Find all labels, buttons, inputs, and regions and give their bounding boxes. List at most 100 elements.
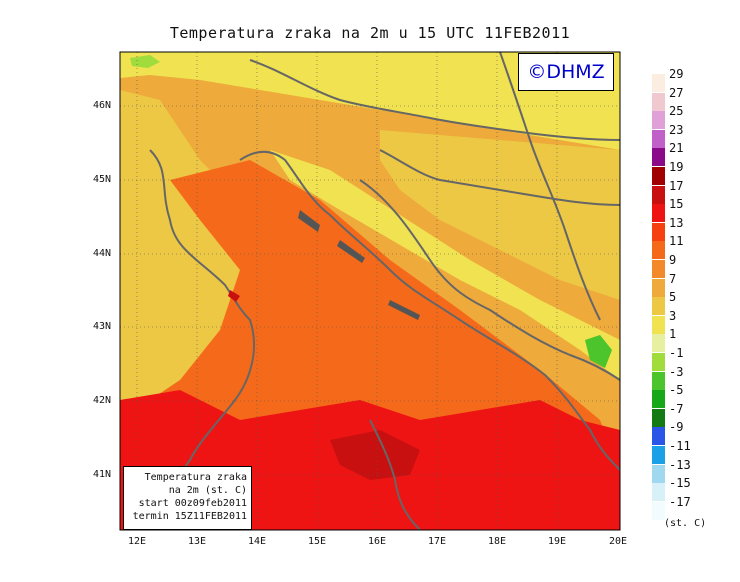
graticule [120,52,620,530]
legend-entry: -9 [652,420,712,446]
legend-entry: 7 [652,272,712,297]
legend-entry: 23 [652,123,712,148]
temperature-zone-north [120,52,620,150]
lon-tick-13e: 13E [188,536,207,547]
legend-entry: 11 [652,234,712,260]
legend-swatch [652,204,665,223]
legend-label: 27 [669,85,684,100]
border-bosnia [359,179,620,381]
legend-entry: -11 [652,439,712,464]
legend-swatch [652,371,665,390]
coastline-balkan [239,150,620,471]
lat-tick-42n: 42N [93,395,112,406]
legend-swatch [652,390,665,409]
island-brac [388,300,420,320]
info-box: Temperatura zraka na 2m (st. C) start 00… [123,466,252,530]
temperature-patch-cold [585,335,612,368]
legend-label: 17 [669,178,684,193]
legend-label: 21 [669,141,684,156]
legend-entry: -1 [652,346,712,371]
legend-label: 7 [669,271,677,286]
legend-swatch [652,427,665,446]
border-sava [379,149,620,206]
lon-tick-15e: 15E [308,536,327,547]
legend-label: -1 [669,346,684,360]
legend-swatch [652,260,665,278]
legend-swatch [652,92,665,111]
legend-label: 29 [669,67,684,81]
legend-label: -9 [669,420,684,435]
legend-label: 19 [669,160,684,174]
legend-entry: -17 [652,495,712,520]
dhmz-logo: ©DHMZ [518,53,614,91]
legend-label: 23 [669,122,684,137]
lon-tick-20e: 20E [609,536,628,547]
legend-swatch [652,74,665,92]
legend-label: 3 [669,308,677,323]
island-pag [337,240,365,263]
legend-entry: -7 [652,402,712,427]
map-frame [119,51,621,531]
border-serbia [499,52,601,321]
legend-swatch [652,408,665,427]
legend-swatch [652,464,665,483]
coastline-italy [149,149,256,521]
lat-tick-43n: 43N [93,321,112,332]
legend-swatch [652,148,665,167]
legend-entry: 9 [652,253,712,278]
info-line-2: na 2m (st. C) [168,485,247,496]
legend-label: 5 [669,290,677,305]
legend-swatch [652,222,665,241]
legend-label: 11 [669,234,684,249]
legend-label: -15 [669,476,691,491]
legend-entry: 25 [652,104,712,130]
lon-tick-18e: 18E [488,536,507,547]
legend-entry: 1 [652,327,712,353]
legend-swatch [652,297,665,316]
lon-tick-17e: 17E [428,536,447,547]
legend-label: -3 [669,364,684,379]
temperature-patch-warmest [330,430,420,480]
lat-tick-46n: 46N [93,100,112,111]
legend-entry: -15 [652,476,712,502]
legend-entry: -5 [652,383,712,409]
legend-label: -11 [669,439,691,453]
legend-label: 25 [669,104,684,119]
lon-tick-14e: 14E [248,536,267,547]
legend-entry: 13 [652,216,712,241]
legend-entry: -13 [652,458,712,483]
legend-swatch [652,278,665,297]
legend-entry: 29 [652,67,712,92]
legend-swatch [652,315,665,334]
legend-entry: 5 [652,290,712,316]
legend-swatch [652,129,665,148]
lon-tick-12e: 12E [128,536,147,547]
info-line-4: termin 15Z11FEB2011 [132,511,247,522]
legend-swatch [652,167,665,185]
temperature-zone-pannonia [380,130,620,300]
info-line-1: Temperatura zraka [144,472,247,483]
legend-label: 15 [669,197,684,212]
legend-entry: 19 [652,160,712,185]
legend-label: 9 [669,253,677,267]
legend-entry: 21 [652,141,712,167]
coastline-albania [369,419,421,530]
map-title: Temperatura zraka na 2m u 15 UTC 11FEB20… [169,24,571,42]
legend-label: -17 [669,494,691,509]
island-krk [298,210,320,232]
lat-tick-41n: 41N [93,469,112,480]
legend-entry: 17 [652,179,712,204]
lat-tick-44n: 44N [93,248,112,259]
lon-tick-19e: 19E [548,536,567,547]
lat-tick-45n: 45N [93,174,112,185]
legend-entry: 3 [652,309,712,334]
legend-swatch [652,185,665,204]
legend-label: -5 [669,383,684,398]
temperature-zone-dinarides [270,150,620,380]
island-hot-spot [228,290,240,302]
temperature-patch-cold-north [130,55,160,68]
legend-swatch [652,446,665,464]
legend-swatch [652,483,665,502]
legend-label: -13 [669,457,691,472]
